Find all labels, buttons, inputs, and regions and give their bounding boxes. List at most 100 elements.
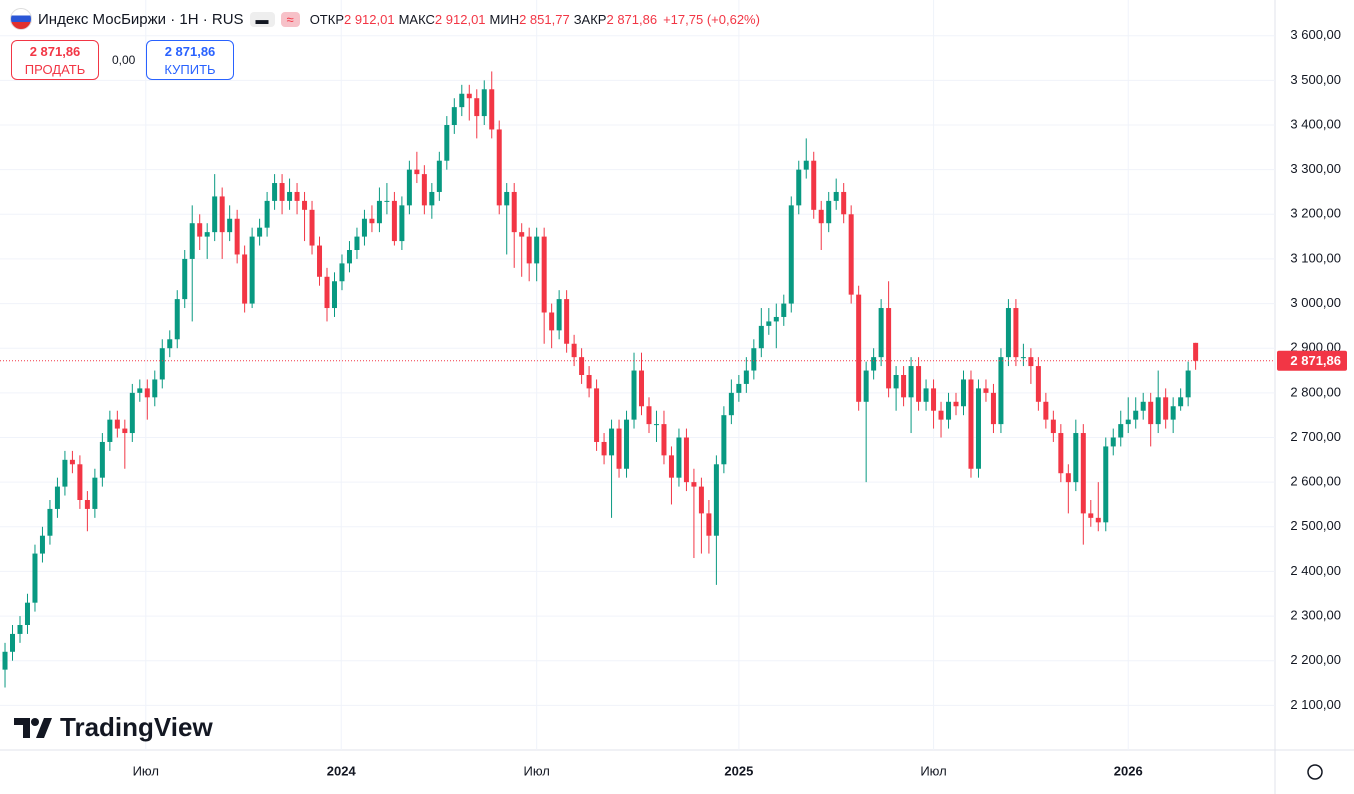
candle-body xyxy=(481,89,487,117)
candle-body xyxy=(833,191,839,201)
candle-body xyxy=(279,183,285,201)
candle-body xyxy=(309,209,315,246)
y-tick-label: 3 000,00 xyxy=(1290,295,1341,310)
candle-body xyxy=(361,218,367,237)
ohlc-value: 2 912,01 xyxy=(343,11,395,27)
ohlc-label: МАКС xyxy=(398,11,435,27)
candle-body xyxy=(47,508,53,536)
candle-body xyxy=(594,388,600,442)
candle-body xyxy=(204,232,210,237)
y-tick-label: 3 400,00 xyxy=(1290,116,1341,131)
candle-body xyxy=(317,245,323,277)
candle-body xyxy=(646,406,652,425)
logo-mark xyxy=(14,717,52,738)
candle-body xyxy=(384,200,390,202)
ohlc-value: 2 912,01 xyxy=(434,11,486,27)
candle-body xyxy=(713,464,719,536)
candle-body xyxy=(84,500,90,509)
candle-body xyxy=(743,370,749,384)
candle-body xyxy=(249,236,255,304)
candle-body xyxy=(369,218,375,224)
candle-body xyxy=(354,236,360,250)
candle-body xyxy=(586,375,592,389)
x-tick-label: 2024 xyxy=(327,763,357,778)
candle-body xyxy=(1043,401,1049,420)
candle-body xyxy=(489,89,495,130)
candle-body xyxy=(601,441,607,456)
y-tick-label: 2 800,00 xyxy=(1290,384,1341,399)
symbol[interactable]: Индекс МосБиржи · 1Н · RUS xyxy=(38,10,244,28)
settings-icon[interactable] xyxy=(1307,764,1323,780)
candle-body xyxy=(1148,401,1154,425)
candle-body xyxy=(406,169,412,206)
candle-body xyxy=(998,357,1004,425)
candle-body xyxy=(144,388,150,398)
candle-body xyxy=(1035,366,1041,402)
candle-body xyxy=(1065,473,1071,483)
candle-body xyxy=(159,348,165,380)
spread: 0,00 xyxy=(112,53,136,67)
pill[interactable]: ≈ xyxy=(280,11,300,27)
candle-body xyxy=(421,174,427,206)
candle-body xyxy=(1088,513,1094,518)
candle-body xyxy=(92,477,98,509)
x-tick-label: Июл xyxy=(920,763,946,778)
candle-body xyxy=(841,191,847,215)
y-tick-label: 2 700,00 xyxy=(1290,429,1341,444)
candle-body xyxy=(960,379,966,407)
candle-body xyxy=(931,388,937,411)
y-tick-label: 3 100,00 xyxy=(1290,250,1341,265)
candle-body xyxy=(1058,433,1064,474)
candle-body xyxy=(1080,433,1086,514)
candle-body xyxy=(668,455,674,478)
header: Индекс МосБиржи · 1Н · RUS ▬ ≈ ОТКР2 912… xyxy=(10,8,760,30)
candle-body xyxy=(302,200,308,210)
candle-body xyxy=(1140,401,1146,411)
candle-body xyxy=(886,308,892,389)
last-price-label: 2 871,86 xyxy=(1290,353,1341,368)
candle-body xyxy=(152,379,158,398)
candle-body xyxy=(122,428,128,434)
candle-body xyxy=(848,214,854,295)
candle-body xyxy=(287,191,293,201)
candle-body xyxy=(1178,397,1184,407)
candle-body xyxy=(331,281,337,309)
candle-body xyxy=(893,375,899,389)
candle-body xyxy=(212,196,218,233)
y-tick-label: 3 600,00 xyxy=(1290,27,1341,42)
candle-body xyxy=(624,419,630,469)
last-price-box xyxy=(1277,350,1347,371)
buy-button[interactable]: 2 871,86 КУПИТЬ xyxy=(146,40,234,80)
pill[interactable]: ▬ xyxy=(249,11,275,27)
sell-button[interactable]: 2 871,86 ПРОДАТЬ xyxy=(11,40,99,80)
ohlc-value: 2 871,86 xyxy=(606,11,658,27)
candle-body xyxy=(39,535,45,554)
candle-body xyxy=(781,303,787,317)
candle-body xyxy=(938,410,944,420)
candle-body xyxy=(376,200,382,224)
candle-body xyxy=(77,464,83,500)
flag xyxy=(10,8,32,30)
candle-body xyxy=(137,388,143,393)
x-tick-label: Июл xyxy=(133,763,159,778)
candle-body xyxy=(1193,342,1199,361)
candle-body xyxy=(661,424,667,456)
candle-body xyxy=(107,419,113,442)
candle-body xyxy=(24,602,30,625)
candle-body xyxy=(758,325,764,349)
logo: TradingView xyxy=(14,712,213,743)
candle-body xyxy=(1185,370,1191,398)
y-tick-label: 3 200,00 xyxy=(1290,206,1341,221)
candle-body xyxy=(811,160,817,210)
ohlc: ОТКР2 912,01 МАКС2 912,01 МИН2 851,77 ЗАКР2… xyxy=(306,11,657,28)
sell-price: 2 871,86 xyxy=(29,44,81,59)
candle-body xyxy=(69,459,75,465)
candle-body xyxy=(803,160,809,170)
ohlc-label: МИН xyxy=(489,11,520,27)
y-tick-label: 2 400,00 xyxy=(1290,563,1341,578)
y-tick-label: 2 600,00 xyxy=(1290,474,1341,489)
candle-body xyxy=(796,169,802,206)
candle-body xyxy=(639,370,645,407)
candle-body xyxy=(616,428,622,469)
